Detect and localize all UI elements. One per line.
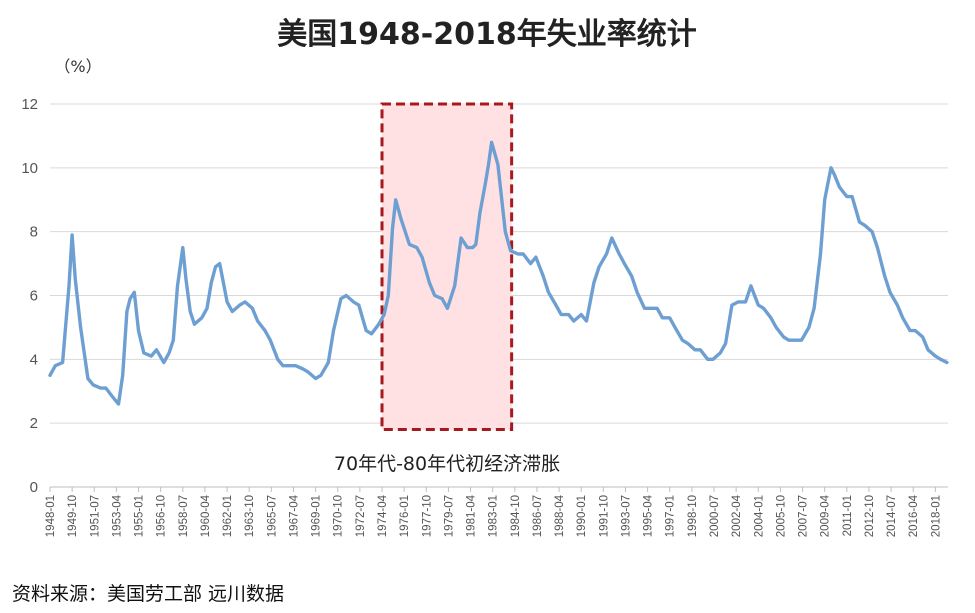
x-tick-label: 1984-10 <box>510 495 522 537</box>
chart-title: 美国1948-2018年失业率统计 <box>277 17 696 52</box>
x-tick-label: 1983-01 <box>488 495 500 537</box>
x-tick-label: 1988-04 <box>554 494 566 537</box>
x-tick-label: 1958-07 <box>178 495 190 537</box>
x-tick-label: 1998-10 <box>687 495 699 537</box>
x-tick-label: 1953-04 <box>111 494 123 537</box>
y-axis-unit-label: （%） <box>54 57 101 76</box>
x-tick-label: 2005-10 <box>775 495 787 537</box>
x-tick-labels: 1948-01 1949-10 1951-07 1953-04 1955-01 1956-… <box>45 487 942 537</box>
x-tick-label: 1949-10 <box>67 495 79 537</box>
x-tick-label: 2000-07 <box>709 495 721 537</box>
x-tick-label: 1995-04 <box>643 494 655 537</box>
x-tick-label: 1951-07 <box>89 495 101 537</box>
y-tick-label: 8 <box>30 224 38 241</box>
x-tick-label: 1963-10 <box>244 495 256 537</box>
y-tick-label: 6 <box>30 288 38 305</box>
x-tick-label: 1969-01 <box>311 495 323 537</box>
unemployment-rate-line <box>48 140 949 406</box>
x-tick-label: 1972-07 <box>355 495 367 537</box>
x-tick-label: 1993-07 <box>620 495 632 537</box>
stagflation-annotation: 70年代-80年代初经济滞胀 <box>334 453 560 475</box>
x-tick-label: 1967-04 <box>288 494 300 537</box>
x-tick-label: 1981-04 <box>466 494 478 537</box>
y-tick-labels: 0 2 4 6 8 10 12 <box>21 96 38 496</box>
x-tick-label: 1991-10 <box>598 495 610 537</box>
source-note: 资料来源：美国劳工部 远川数据 <box>12 583 284 605</box>
x-tick-label: 1976-01 <box>399 495 411 537</box>
x-tick-label: 2014-07 <box>886 495 898 537</box>
y-tick-label: 4 <box>30 351 38 368</box>
x-tick-label: 1962-01 <box>222 495 234 537</box>
x-tick-label: 2002-04 <box>731 494 743 537</box>
x-tick-label: 1974-04 <box>377 494 389 537</box>
x-tick-label: 2007-07 <box>798 495 810 537</box>
x-tick-label: 2009-04 <box>820 494 832 537</box>
y-tick-label: 10 <box>21 160 38 177</box>
x-tick-label: 1956-10 <box>156 495 168 537</box>
x-tick-label: 1977-10 <box>421 495 433 537</box>
x-tick-label: 1970-10 <box>333 495 345 537</box>
x-tick-label: 1986-07 <box>532 495 544 537</box>
x-tick-label: 2004-01 <box>753 495 765 537</box>
x-tick-label: 2012-10 <box>864 495 876 537</box>
x-tick-label: 1990-01 <box>576 495 588 537</box>
x-tick-label: 1997-01 <box>665 495 677 537</box>
y-tick-label: 0 <box>30 479 38 496</box>
x-tick-label: 2018-01 <box>930 495 942 537</box>
y-tick-label: 2 <box>30 415 38 432</box>
x-tick-label: 1955-01 <box>134 495 146 537</box>
x-tick-label: 1960-04 <box>200 494 212 537</box>
x-tick-label: 2011-01 <box>842 495 854 536</box>
stagflation-highlight-box <box>380 102 514 432</box>
x-tick-label: 1979-07 <box>443 495 455 537</box>
x-tick-label: 2016-04 <box>908 494 920 537</box>
x-tick-label: 1948-01 <box>45 495 57 537</box>
y-tick-label: 12 <box>21 96 38 113</box>
x-tick-label: 1965-07 <box>266 495 278 537</box>
